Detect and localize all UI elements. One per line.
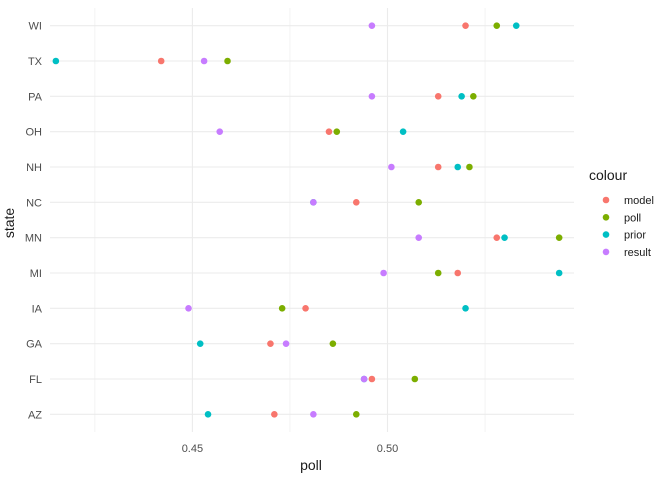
- point-result: [200, 57, 208, 65]
- point-poll: [329, 340, 337, 347]
- legend-key-poll: [602, 214, 610, 221]
- point-prior: [399, 128, 407, 135]
- point-model: [434, 163, 442, 171]
- point-poll: [278, 305, 286, 312]
- point-poll: [352, 411, 360, 418]
- point-result: [310, 199, 317, 206]
- point-poll: [434, 269, 442, 277]
- point-poll: [333, 128, 341, 135]
- point-model: [271, 411, 278, 418]
- point-prior: [458, 93, 465, 100]
- legend-label-result: result: [624, 247, 651, 259]
- point-model: [302, 305, 309, 312]
- point-model: [368, 375, 376, 383]
- point-result: [388, 163, 395, 171]
- point-result: [185, 305, 192, 312]
- y-axis-tick-labels: AZ FL GA IA MI MN NC NH OH PA TX WI: [25, 21, 43, 422]
- minor-gridlines: [94, 8, 486, 432]
- point-result: [380, 269, 387, 277]
- point-result: [310, 411, 317, 418]
- major-gridlines: [50, 8, 574, 432]
- legend-label-poll: poll: [624, 212, 641, 224]
- point-prior: [454, 163, 462, 171]
- legend-label-prior: prior: [624, 230, 646, 242]
- legend-label-model: model: [624, 195, 654, 207]
- point-poll: [493, 22, 501, 29]
- data-points: [52, 22, 563, 418]
- legend: colour model poll prior result: [589, 167, 654, 259]
- point-result: [368, 93, 376, 100]
- point-result: [415, 234, 423, 241]
- point-model: [157, 57, 165, 65]
- point-result: [216, 128, 224, 135]
- y-tick-label: IA: [32, 303, 43, 315]
- point-poll: [224, 57, 231, 65]
- point-prior: [555, 269, 563, 277]
- point-poll: [466, 163, 473, 171]
- point-model: [325, 128, 333, 135]
- point-result: [368, 22, 376, 29]
- legend-title: colour: [589, 167, 627, 183]
- x-axis-tick-labels: 0.45 0.50: [182, 443, 399, 455]
- point-result: [360, 375, 368, 383]
- point-model: [434, 93, 442, 100]
- y-tick-label: WI: [29, 21, 42, 33]
- point-poll: [411, 375, 419, 383]
- y-tick-label: FL: [29, 374, 42, 386]
- y-tick-label: TX: [28, 56, 43, 68]
- legend-key-model: [602, 196, 610, 204]
- point-model: [493, 234, 501, 241]
- legend-key-result: [602, 248, 610, 256]
- point-result: [282, 340, 290, 347]
- x-axis-title: poll: [300, 457, 322, 473]
- point-model: [462, 22, 469, 29]
- point-model: [267, 340, 274, 347]
- y-axis-title: state: [1, 208, 17, 239]
- point-prior: [462, 305, 469, 312]
- y-tick-label: AZ: [28, 409, 42, 421]
- x-tick-label: 0.45: [182, 443, 203, 455]
- point-prior: [204, 411, 212, 418]
- point-prior: [512, 22, 520, 29]
- legend-key-prior: [602, 231, 610, 238]
- y-tick-label: NH: [26, 162, 42, 174]
- point-prior: [501, 234, 508, 241]
- y-tick-label: GA: [26, 339, 43, 351]
- y-tick-label: NC: [26, 197, 42, 209]
- y-tick-label: MN: [25, 233, 42, 245]
- x-tick-label: 0.50: [377, 443, 398, 455]
- y-tick-label: MI: [30, 268, 42, 280]
- point-poll: [415, 199, 423, 206]
- y-tick-label: PA: [28, 91, 43, 103]
- point-prior: [52, 57, 60, 65]
- point-prior: [196, 340, 204, 347]
- point-model: [352, 199, 360, 206]
- point-poll: [555, 234, 563, 241]
- point-model: [454, 269, 462, 277]
- y-tick-label: OH: [26, 127, 43, 139]
- point-poll: [470, 93, 477, 100]
